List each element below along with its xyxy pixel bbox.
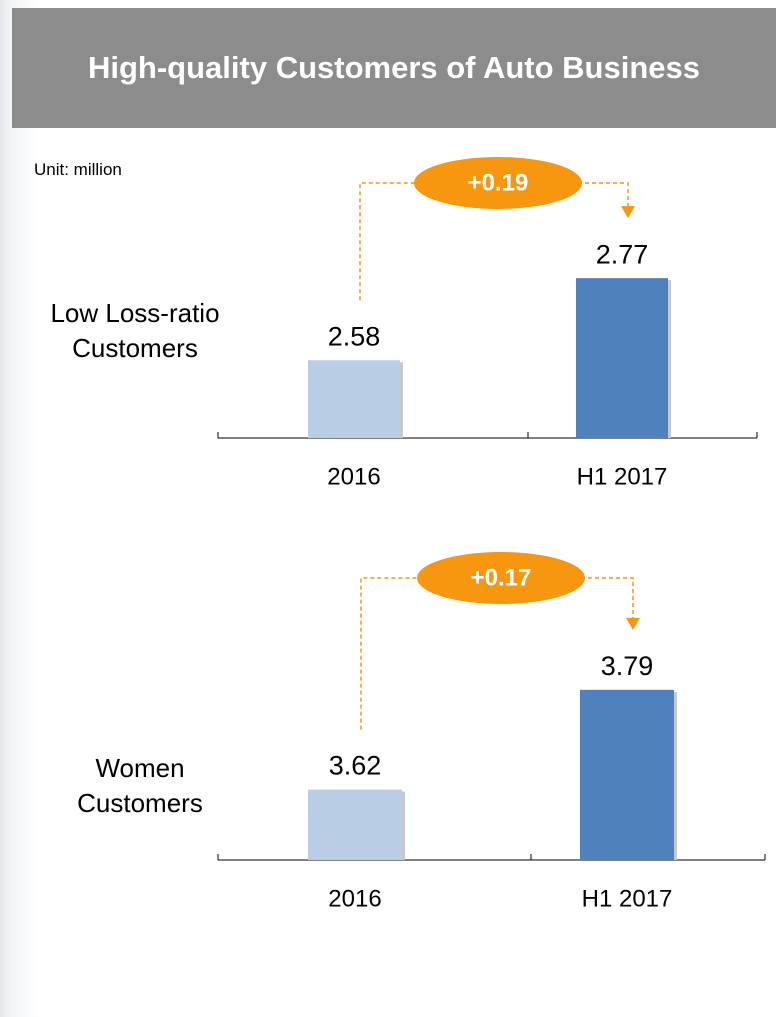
row-label: Women [95, 753, 184, 783]
annotation: +0.17 [471, 564, 532, 591]
x-tick-label: 2016 [328, 885, 381, 912]
annotation-connector [359, 182, 629, 301]
x-tick-label: H1 2017 [577, 463, 668, 490]
annotation: +0.19 [468, 169, 529, 196]
bar [308, 789, 402, 860]
x-tick-label: H1 2017 [582, 885, 673, 912]
bar [576, 278, 668, 438]
annotation-arrow [621, 206, 635, 219]
value-label: 2.77 [596, 239, 649, 269]
value-label: 2.58 [328, 321, 381, 351]
row-label: Customers [77, 788, 203, 818]
annotation-connector [360, 577, 634, 730]
x-tick-label: 2016 [327, 463, 380, 490]
annotation-bubble [414, 157, 582, 209]
unit-label: Unit: million [34, 160, 122, 179]
bar [580, 689, 674, 860]
annotation-arrow [626, 617, 640, 630]
value-label: 3.79 [601, 651, 654, 681]
value-label: 3.62 [329, 751, 382, 781]
header: High-quality Customers of Auto Business [12, 8, 776, 128]
annotation-bubble [417, 552, 585, 604]
title: High-quality Customers of Auto Business [87, 50, 700, 85]
bar [308, 360, 400, 438]
row-label: Low Loss-ratio [50, 298, 219, 328]
row-label: Customers [72, 333, 198, 363]
